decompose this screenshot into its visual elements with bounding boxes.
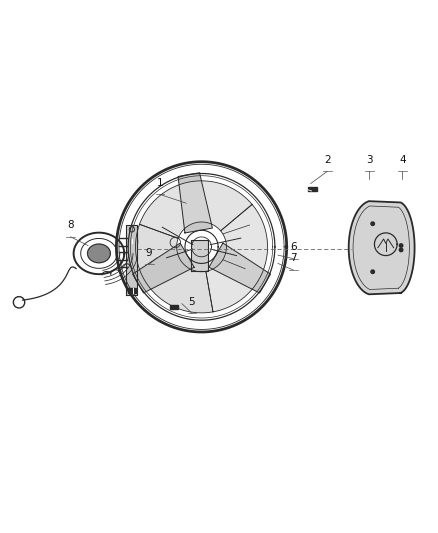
Circle shape (17, 300, 21, 304)
Text: 9: 9 (146, 248, 152, 258)
Polygon shape (127, 225, 138, 295)
Polygon shape (349, 201, 415, 294)
Polygon shape (178, 173, 212, 233)
Polygon shape (209, 243, 271, 293)
Text: 4: 4 (399, 155, 406, 165)
Bar (127, 265, 132, 268)
Bar (127, 244, 132, 247)
Bar (170, 305, 178, 309)
Bar (307, 187, 317, 191)
Text: 6: 6 (290, 242, 297, 252)
Circle shape (399, 244, 403, 247)
Polygon shape (133, 243, 194, 293)
Circle shape (399, 248, 403, 252)
Text: 3: 3 (366, 155, 372, 165)
Polygon shape (191, 240, 208, 271)
Polygon shape (135, 224, 213, 313)
Bar (128, 288, 136, 293)
Text: 8: 8 (67, 220, 74, 230)
Bar (127, 236, 132, 240)
Polygon shape (88, 244, 110, 263)
Bar (127, 258, 132, 262)
Circle shape (371, 270, 374, 273)
Circle shape (371, 222, 374, 225)
Text: 5: 5 (189, 297, 195, 306)
Polygon shape (139, 181, 252, 238)
Text: 2: 2 (324, 155, 331, 165)
Bar (129, 239, 137, 243)
Text: 7: 7 (290, 254, 297, 263)
Polygon shape (206, 205, 268, 312)
Bar (127, 251, 132, 254)
Text: 1: 1 (157, 178, 163, 188)
